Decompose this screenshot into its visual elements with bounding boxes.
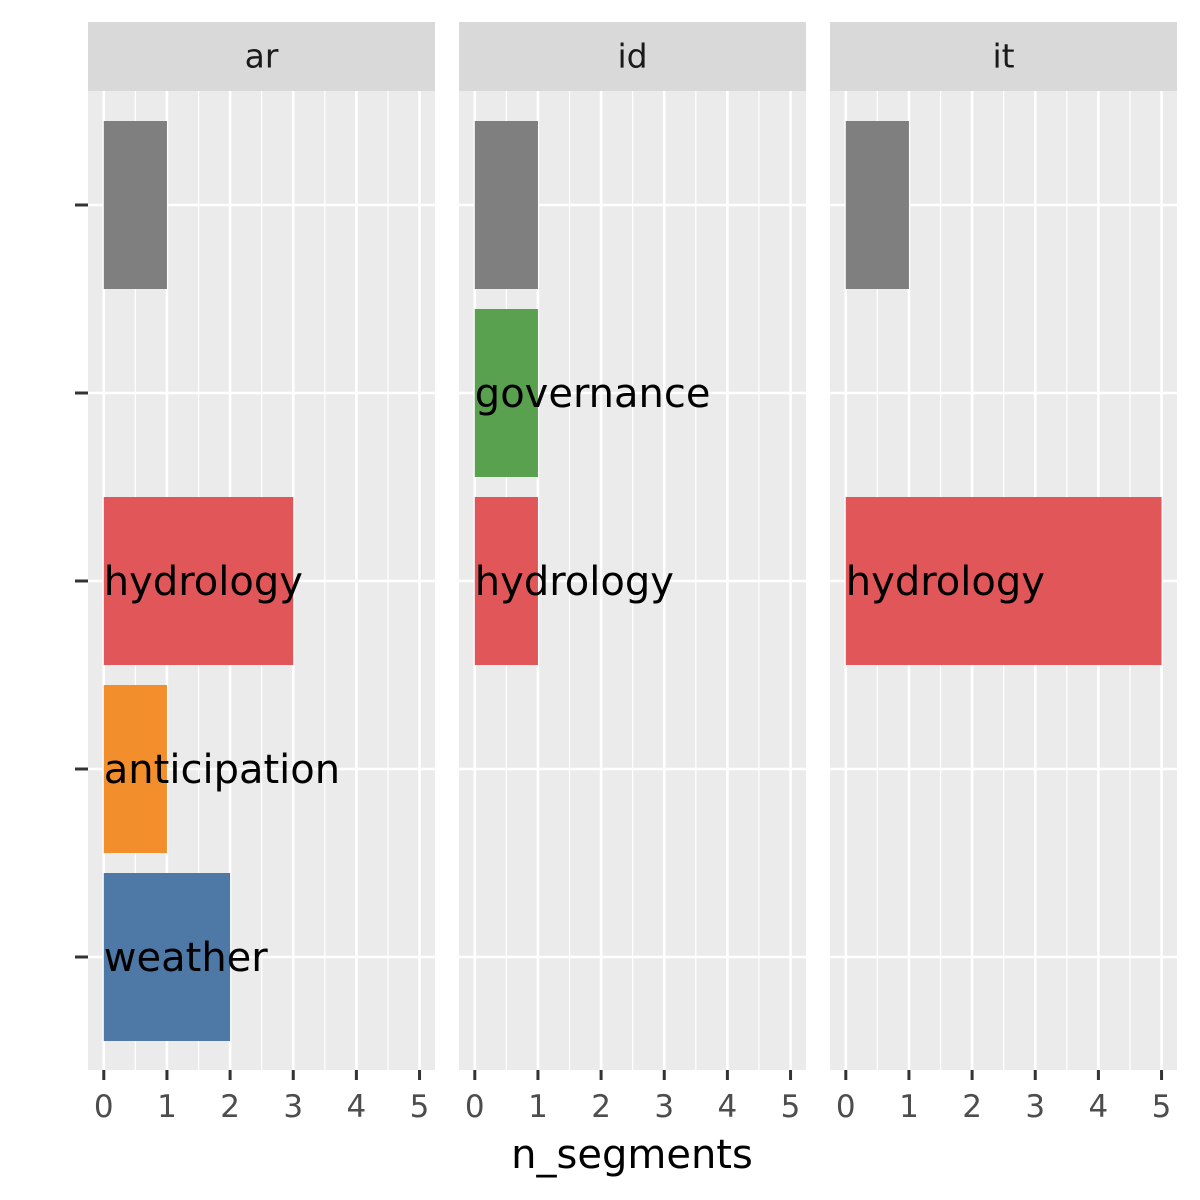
- facet-strip: [459, 22, 806, 91]
- x-tick-label: 0: [94, 1089, 114, 1125]
- x-tick-label: 3: [654, 1089, 674, 1125]
- facet-strip-label: ar: [245, 37, 279, 76]
- x-tick-label: 5: [1152, 1089, 1172, 1125]
- x-tick-label: 5: [410, 1089, 430, 1125]
- bar-label: hydrology: [104, 559, 303, 605]
- facet-panel-id: id governance hydrology 0 1 2 3 4 5: [459, 22, 806, 1125]
- bar-hydrology: [103, 497, 294, 665]
- facet-strip-label: it: [992, 37, 1014, 76]
- bar-governance: [474, 309, 538, 477]
- facet-panel-it: it hydrology 0 1 2 3 4 5: [830, 22, 1177, 1125]
- x-tick-label: 5: [781, 1089, 801, 1125]
- bar-hydrology: [474, 497, 538, 665]
- x-tick-label: 3: [283, 1089, 303, 1125]
- x-tick-label: 2: [220, 1089, 240, 1125]
- bar-none: [103, 121, 167, 289]
- x-tick-label: 4: [347, 1089, 367, 1125]
- bar-none: [845, 121, 909, 289]
- bar-weather: [103, 873, 231, 1041]
- x-axis-title: n_segments: [511, 1132, 753, 1178]
- bar-label: hydrology: [475, 559, 674, 605]
- x-tick-label: 3: [1025, 1089, 1045, 1125]
- bar-label: hydrology: [846, 559, 1045, 605]
- facet-strip: [88, 22, 435, 91]
- x-tick-label: 2: [591, 1089, 611, 1125]
- bar-none: [474, 121, 538, 289]
- x-tick-label: 2: [962, 1089, 982, 1125]
- facet-strip-label: id: [617, 37, 647, 76]
- x-tick-label: 1: [157, 1089, 177, 1125]
- x-tick-label: 0: [465, 1089, 485, 1125]
- x-tick-label: 4: [718, 1089, 738, 1125]
- x-tick-label: 1: [528, 1089, 548, 1125]
- bar-label: governance: [475, 371, 711, 417]
- bar-hydrology: [845, 497, 1162, 665]
- x-tick-label: 0: [836, 1089, 856, 1125]
- facet-panel-ar: ar hydrology anticipation weather 0 1 2 3 4 5: [88, 22, 435, 1125]
- bar-label: anticipation: [104, 747, 340, 793]
- x-tick-label: 1: [899, 1089, 919, 1125]
- bar-anticipation: [103, 685, 167, 853]
- facet-strip: [830, 22, 1177, 91]
- x-tick-label: 4: [1089, 1089, 1109, 1125]
- bar-label: weather: [104, 935, 268, 981]
